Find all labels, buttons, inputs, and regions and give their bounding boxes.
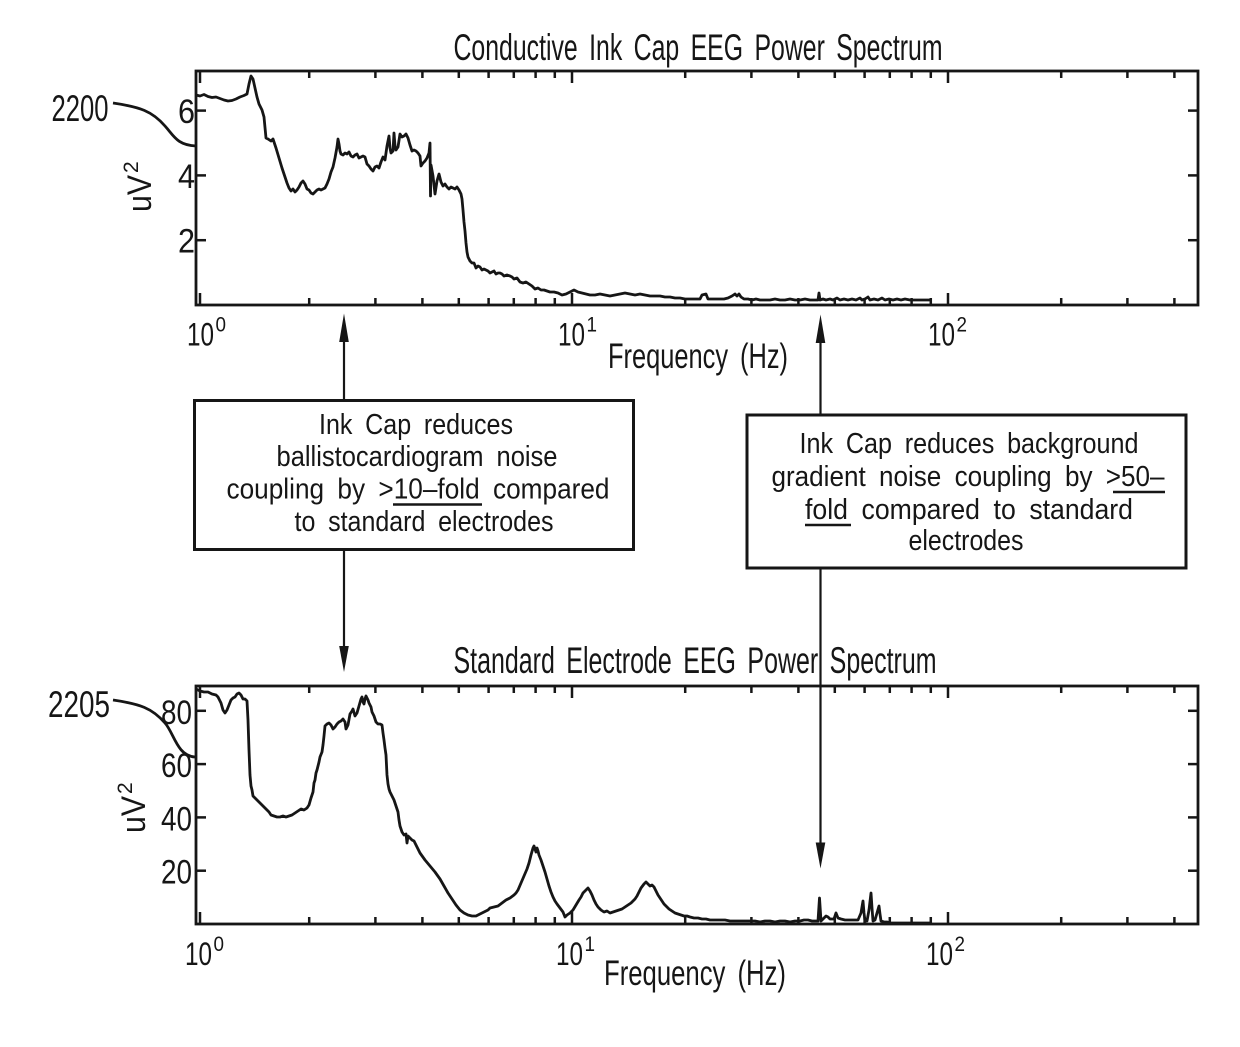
svg-text:gradient noise coupling by >50: gradient noise coupling by >50– — [772, 461, 1166, 493]
svg-text:electrodes: electrodes — [909, 525, 1024, 557]
svg-text:Standard Electrode EEG Power S: Standard Electrode EEG Power Spectrum — [454, 640, 937, 681]
svg-text:Ink Cap reduces background: Ink Cap reduces background — [800, 428, 1139, 460]
svg-text:2: 2 — [955, 933, 966, 956]
svg-text:0: 0 — [216, 314, 227, 337]
svg-text:20: 20 — [161, 854, 192, 892]
svg-text:60: 60 — [161, 747, 192, 785]
svg-text:2205: 2205 — [48, 684, 110, 725]
svg-text:fold compared to standard: fold compared to standard — [805, 494, 1133, 526]
svg-text:10: 10 — [556, 936, 583, 972]
svg-text:uV: uV — [121, 175, 159, 212]
svg-text:Ink Cap reduces: Ink Cap reduces — [319, 409, 513, 441]
svg-text:ballistocardiogram noise: ballistocardiogram noise — [277, 441, 558, 473]
svg-text:Frequency (Hz): Frequency (Hz) — [608, 337, 788, 376]
svg-text:2: 2 — [114, 782, 137, 794]
svg-text:Frequency (Hz): Frequency (Hz) — [604, 954, 786, 993]
svg-text:1: 1 — [587, 314, 598, 337]
svg-text:0: 0 — [214, 933, 225, 956]
svg-text:1: 1 — [585, 933, 596, 956]
svg-text:6: 6 — [178, 93, 195, 131]
svg-text:coupling by >10–fold compared: coupling by >10–fold compared — [227, 474, 610, 506]
svg-text:10: 10 — [926, 936, 953, 972]
svg-text:uV: uV — [115, 796, 153, 833]
svg-text:10: 10 — [187, 317, 214, 353]
svg-text:2200: 2200 — [52, 88, 109, 129]
svg-text:4: 4 — [178, 158, 195, 196]
svg-text:Conductive Ink Cap EEG Power S: Conductive Ink Cap EEG Power Spectrum — [454, 27, 943, 68]
svg-text:10: 10 — [928, 317, 955, 353]
svg-text:80: 80 — [161, 694, 192, 732]
svg-text:2: 2 — [957, 314, 968, 337]
svg-text:40: 40 — [161, 800, 192, 838]
svg-text:to standard electrodes: to standard electrodes — [295, 506, 554, 538]
svg-text:2: 2 — [120, 161, 143, 173]
svg-text:10: 10 — [558, 317, 585, 353]
svg-text:10: 10 — [185, 936, 212, 972]
svg-text:2: 2 — [178, 223, 195, 261]
